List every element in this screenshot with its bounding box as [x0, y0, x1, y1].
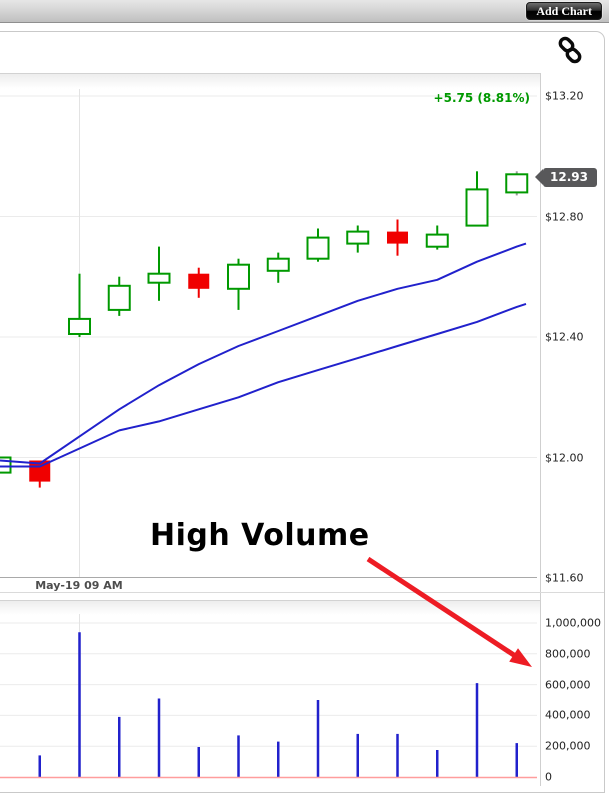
chain-link-icon: [558, 36, 582, 64]
xaxis-label: May-19 09 AM: [35, 579, 123, 592]
high-volume-annotation: High Volume: [150, 518, 370, 553]
volume-tick-label: 0: [545, 770, 552, 784]
volume-tick-label: 200,000: [545, 739, 591, 753]
price-tick-label: $12.80: [545, 210, 584, 223]
link-chart-icon[interactable]: [556, 36, 584, 64]
price-tick-label: $11.60: [545, 571, 584, 585]
price-tick-label: $13.20: [545, 89, 584, 103]
xaxis-divider: [0, 592, 604, 593]
price-plot[interactable]: [0, 88, 540, 578]
volume-tick-label: 1,000,000: [545, 616, 601, 630]
top-toolbar: Add Chart: [0, 0, 609, 23]
last-price-tag: 12.93: [535, 167, 597, 187]
volume-plot[interactable]: [0, 614, 540, 786]
volume-tick-label: 800,000: [545, 647, 591, 661]
add-chart-button[interactable]: Add Chart: [526, 2, 602, 20]
volume-pane-header: [0, 600, 540, 615]
price-pane-header: [0, 73, 540, 89]
chart-panel: [0, 31, 605, 793]
price-tick-label: $12.40: [545, 330, 584, 344]
axis-separator: [540, 73, 541, 786]
change-label: +5.75 (8.81%): [433, 91, 530, 105]
volume-tick-label: 400,000: [545, 708, 591, 722]
volume-tick-label: 600,000: [545, 678, 591, 692]
price-tick-label: $12.00: [545, 451, 584, 464]
